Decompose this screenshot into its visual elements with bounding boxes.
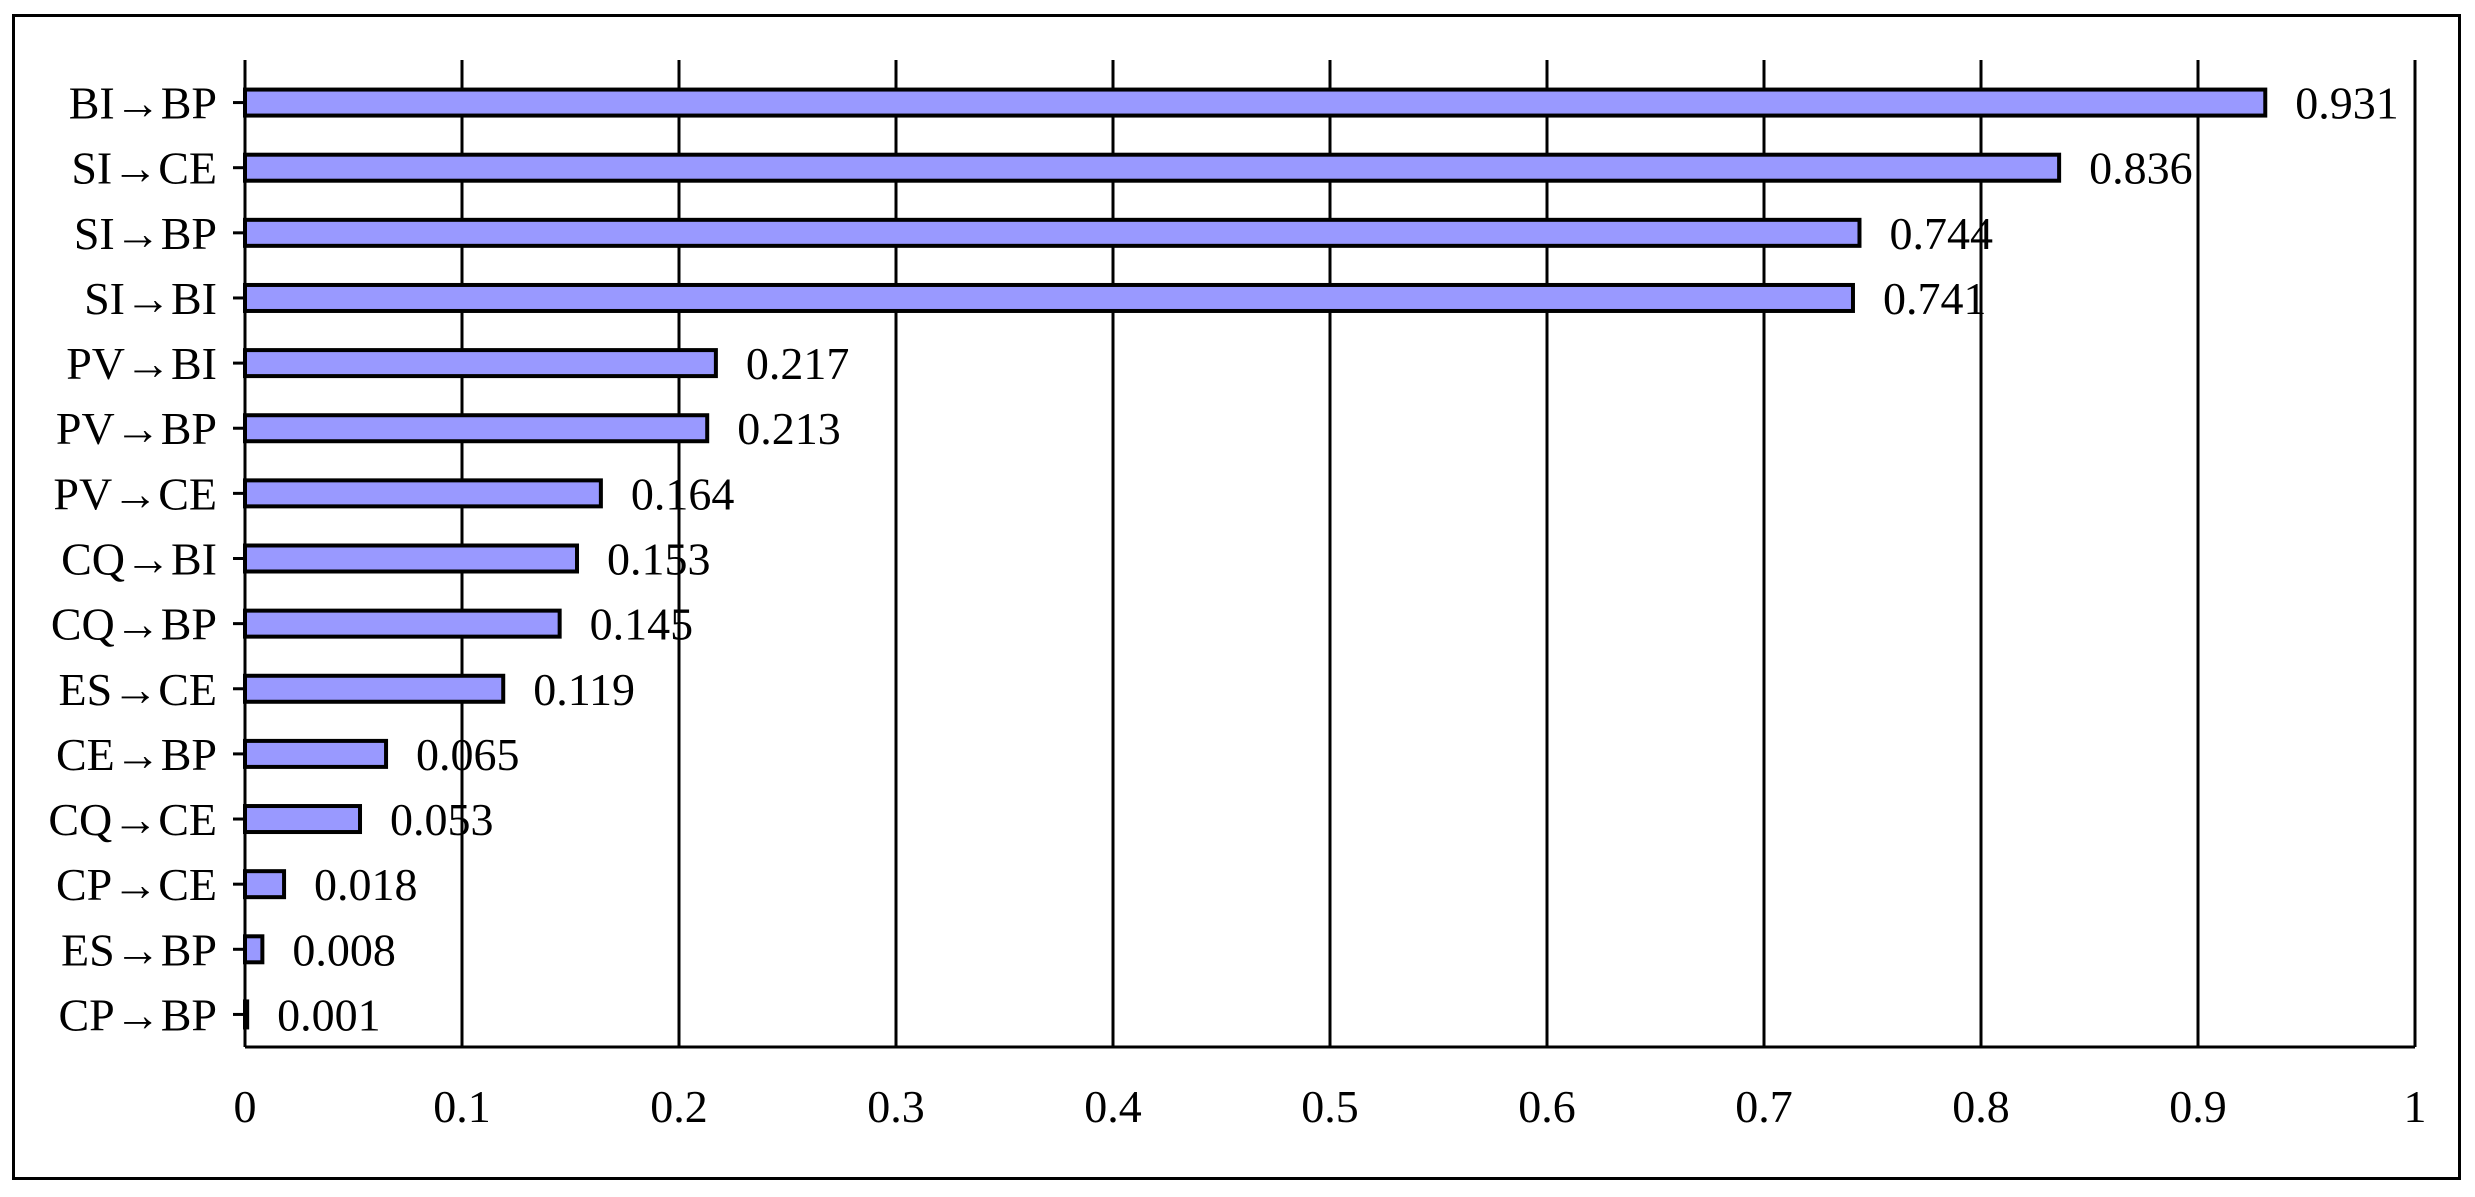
x-tick-label: 0.6 bbox=[1518, 1081, 1576, 1132]
axes bbox=[233, 60, 2417, 1049]
category-label: CP→CE bbox=[56, 859, 217, 910]
value-label: 0.145 bbox=[590, 599, 694, 650]
bar bbox=[243, 217, 1862, 248]
x-tick-label: 0.3 bbox=[867, 1081, 925, 1132]
value-label: 0.119 bbox=[533, 664, 635, 715]
chart-frame: BI→BP SI→CE SI→BP SI→BI PV→BI PV→BP PV→CE CQ→BI… bbox=[12, 14, 2461, 1180]
category-label: PV→BI bbox=[66, 338, 217, 389]
x-tick-label: 1 bbox=[2404, 1081, 2427, 1132]
category-label: PV→BP bbox=[56, 403, 217, 454]
category-label: PV→CE bbox=[53, 468, 217, 519]
category-label: CE→BP bbox=[56, 729, 217, 780]
x-tick-label: 0.8 bbox=[1952, 1081, 2010, 1132]
value-label: 0.001 bbox=[277, 989, 381, 1040]
x-tick-label: 0.7 bbox=[1735, 1081, 1793, 1132]
bar bbox=[243, 478, 603, 509]
x-tick-label: 0.5 bbox=[1301, 1081, 1359, 1132]
category-label: BI→BP bbox=[69, 78, 217, 129]
bar bbox=[243, 348, 718, 379]
value-label: 0.741 bbox=[1883, 273, 1987, 324]
x-tick-label: 0.9 bbox=[2169, 1081, 2227, 1132]
bar bbox=[243, 87, 2268, 118]
value-label: 0.053 bbox=[390, 794, 494, 845]
value-label: 0.153 bbox=[607, 534, 711, 585]
x-tick-label: 0.4 bbox=[1084, 1081, 1142, 1132]
bar bbox=[243, 413, 710, 444]
bar-chart: BI→BP SI→CE SI→BP SI→BI PV→BI PV→BP PV→CE CQ→BI… bbox=[48, 60, 2427, 1132]
x-tick-label: 0.2 bbox=[650, 1081, 708, 1132]
category-label: CQ→BP bbox=[51, 599, 217, 650]
bar bbox=[243, 869, 287, 900]
value-label: 0.744 bbox=[1889, 208, 1993, 259]
category-labels: BI→BP SI→CE SI→BP SI→BI PV→BI PV→BP PV→CE CQ→BI… bbox=[48, 78, 217, 1041]
x-tick-label: 0.1 bbox=[433, 1081, 491, 1132]
category-label: ES→CE bbox=[59, 664, 217, 715]
x-tick-labels: 0 0.1 0.2 0.3 0.4 0.5 0.6 0.7 0.8 0.9 1 bbox=[234, 1081, 2427, 1132]
category-label: CQ→CE bbox=[48, 794, 217, 845]
category-label: CP→BP bbox=[58, 989, 217, 1040]
bar bbox=[243, 738, 389, 769]
category-label: CQ→BI bbox=[61, 534, 217, 585]
bar bbox=[243, 282, 1855, 313]
value-label: 0.008 bbox=[292, 924, 396, 975]
bar bbox=[243, 608, 562, 639]
bar bbox=[243, 934, 265, 965]
bar bbox=[243, 543, 580, 574]
bar bbox=[243, 804, 363, 835]
bars bbox=[243, 87, 2268, 1030]
category-label: SI→CE bbox=[71, 143, 217, 194]
category-label: SI→BP bbox=[74, 208, 217, 259]
value-label: 0.217 bbox=[746, 338, 850, 389]
bar bbox=[243, 152, 2062, 183]
value-label: 0.018 bbox=[314, 859, 418, 910]
value-label: 0.213 bbox=[737, 403, 841, 454]
category-label: SI→BI bbox=[84, 273, 217, 324]
value-label: 0.931 bbox=[2295, 78, 2399, 129]
bar bbox=[243, 673, 506, 704]
x-tick-label: 0 bbox=[234, 1081, 257, 1132]
gridlines bbox=[460, 70, 2417, 1047]
value-label: 0.065 bbox=[416, 729, 520, 780]
category-label: ES→BP bbox=[61, 924, 217, 975]
value-label: 0.836 bbox=[2089, 143, 2193, 194]
value-label: 0.164 bbox=[631, 468, 735, 519]
